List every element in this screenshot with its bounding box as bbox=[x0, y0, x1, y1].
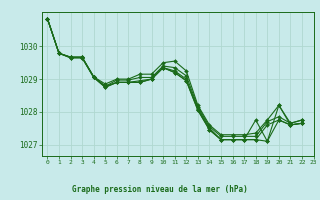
Text: Graphe pression niveau de la mer (hPa): Graphe pression niveau de la mer (hPa) bbox=[72, 185, 248, 194]
